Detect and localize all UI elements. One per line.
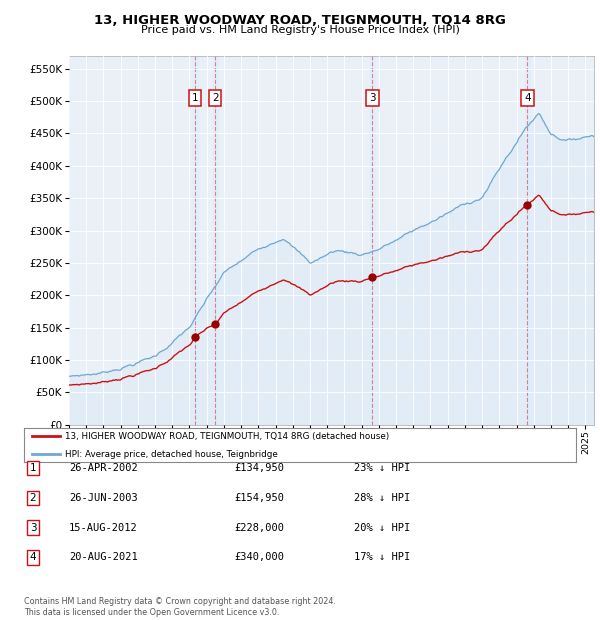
Text: 26-APR-2002: 26-APR-2002	[69, 463, 138, 473]
Text: 2: 2	[29, 493, 37, 503]
Text: 28% ↓ HPI: 28% ↓ HPI	[354, 493, 410, 503]
Text: 1: 1	[191, 93, 199, 103]
Text: 17% ↓ HPI: 17% ↓ HPI	[354, 552, 410, 562]
Text: 1: 1	[29, 463, 37, 473]
Text: 20-AUG-2021: 20-AUG-2021	[69, 552, 138, 562]
Text: 15-AUG-2012: 15-AUG-2012	[69, 523, 138, 533]
Text: 3: 3	[29, 523, 37, 533]
Text: 2: 2	[212, 93, 218, 103]
Bar	[525, 56, 530, 425]
Text: £134,950: £134,950	[234, 463, 284, 473]
Text: 4: 4	[524, 93, 530, 103]
Text: 4: 4	[29, 552, 37, 562]
Text: Contains HM Land Registry data © Crown copyright and database right 2024.
This d: Contains HM Land Registry data © Crown c…	[24, 598, 336, 617]
Text: Price paid vs. HM Land Registry's House Price Index (HPI): Price paid vs. HM Land Registry's House …	[140, 25, 460, 35]
Bar	[193, 56, 197, 425]
Text: £340,000: £340,000	[234, 552, 284, 562]
Text: 26-JUN-2003: 26-JUN-2003	[69, 493, 138, 503]
Text: 3: 3	[369, 93, 376, 103]
Text: HPI: Average price, detached house, Teignbridge: HPI: Average price, detached house, Teig…	[65, 450, 278, 459]
Bar	[212, 56, 218, 425]
Text: £228,000: £228,000	[234, 523, 284, 533]
Text: 13, HIGHER WOODWAY ROAD, TEIGNMOUTH, TQ14 8RG: 13, HIGHER WOODWAY ROAD, TEIGNMOUTH, TQ1…	[94, 14, 506, 27]
Text: 23% ↓ HPI: 23% ↓ HPI	[354, 463, 410, 473]
Text: 20% ↓ HPI: 20% ↓ HPI	[354, 523, 410, 533]
Text: £154,950: £154,950	[234, 493, 284, 503]
Bar	[370, 56, 375, 425]
Text: 13, HIGHER WOODWAY ROAD, TEIGNMOUTH, TQ14 8RG (detached house): 13, HIGHER WOODWAY ROAD, TEIGNMOUTH, TQ1…	[65, 432, 389, 441]
